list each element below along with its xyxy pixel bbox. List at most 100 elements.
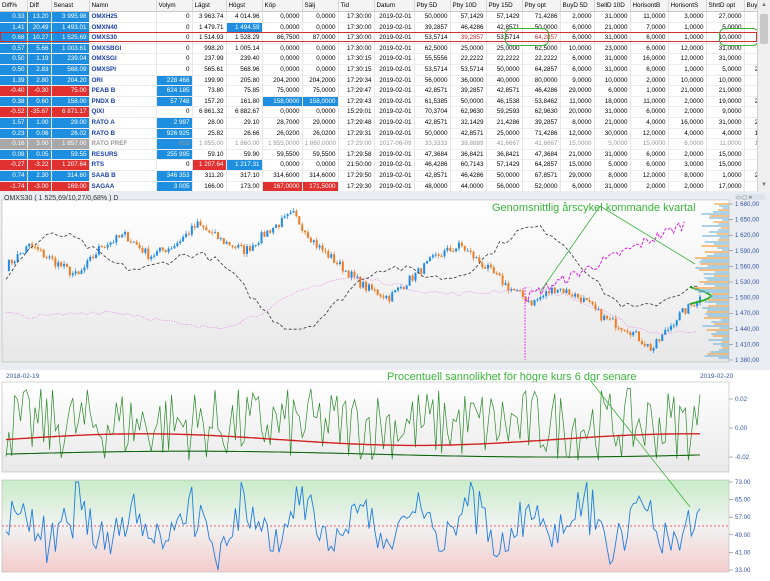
- table-row[interactable]: 0.57 5.66 1 003.61 OMXSBGI 0 998.20 1 005.14 0,…: [0, 43, 770, 55]
- table-cell: 0.50: [0, 64, 28, 76]
- window-controls-icon[interactable]: ▭ ▢ ✕: [736, 195, 752, 201]
- table-row[interactable]: 0.74 2.30 314.60 SAAB B 346 353 311.20 317.10 3…: [0, 170, 770, 182]
- table-row[interactable]: 0.08 0.05 59.55 RESURS 255 995 59.10 59.90 59,5…: [0, 149, 770, 161]
- table-cell: 0,0000: [302, 64, 339, 76]
- table-row[interactable]: 1.41 20.49 1 493.01 OMXN40 0 1 479.71 1 494.59…: [0, 22, 770, 34]
- candle: [492, 267, 495, 274]
- column-header[interactable]: HorisontB: [630, 0, 669, 12]
- column-header[interactable]: Tid: [338, 0, 375, 12]
- table-cell: 17:30:00: [338, 11, 375, 23]
- candle: [504, 283, 507, 285]
- table-cell: 1,0000: [668, 22, 707, 34]
- table-cell: 21,0000: [668, 85, 707, 97]
- table-cell: 16,0000: [668, 117, 707, 129]
- candle: [222, 238, 225, 244]
- tick-label: 65.00: [735, 497, 751, 504]
- scroll-down-icon[interactable]: ▼: [761, 182, 767, 188]
- table-cell: 22,2222: [450, 53, 487, 65]
- column-header[interactable]: Högst: [226, 0, 263, 12]
- table-row[interactable]: -0.40 -0.30 75.00 PEAB B 624 185 73.80 75.85 75…: [0, 85, 770, 97]
- table-scrollbar[interactable]: ▲ ▼: [757, 0, 770, 192]
- column-header[interactable]: Sälj: [302, 0, 339, 12]
- table-cell: 42,8571: [486, 85, 523, 97]
- table-row[interactable]: 0.23 0.06 26.02 RATO B 926 925 25.82 26.66 26,0…: [0, 128, 770, 140]
- candle: [150, 256, 153, 260]
- table-row[interactable]: 0.33 13.20 3 995.98 OMXH25 0 3 963.74 4 014.96…: [0, 11, 770, 23]
- table-cell: 12,0000: [560, 128, 595, 140]
- table-row[interactable]: -1.74 -3.00 169.00 SAGAA 3 005 166.00 173.00 16…: [0, 181, 770, 192]
- candle: [379, 294, 382, 297]
- candle: [77, 271, 80, 274]
- table-row[interactable]: 0.50 2.83 568.09 OMXSPI 0 565.61 568.96 0,0000 0…: [0, 64, 770, 76]
- candle: [228, 241, 231, 246]
- table-row[interactable]: -0.52 -35.67 6 871.17 QIXI 0 6 861.32 6 882.67…: [0, 106, 770, 118]
- column-header[interactable]: ShrtD opt: [706, 0, 745, 12]
- candle: [185, 233, 188, 237]
- table-row[interactable]: 0.16 3.00 1 857.00 RATO PREF 853 1 855.00 1 86…: [0, 138, 770, 150]
- column-header[interactable]: BuyD 5D: [560, 0, 595, 12]
- column-header[interactable]: Pby 10D: [450, 0, 487, 12]
- table-cell: 0,0000: [302, 22, 339, 34]
- candle: [74, 271, 77, 274]
- table-cell: 17:29:47: [338, 85, 375, 97]
- table-row[interactable]: -0.27 -3.22 1 207.64 RTS 0 1 207.64 1 217.31 0,…: [0, 159, 770, 171]
- scroll-up-icon[interactable]: ▲: [761, 2, 767, 8]
- column-header[interactable]: Senast: [51, 0, 90, 12]
- column-header[interactable]: Köp: [262, 0, 303, 12]
- column-header[interactable]: Lägst: [192, 0, 227, 12]
- candle: [54, 258, 57, 267]
- candle: [315, 240, 318, 248]
- candle: [539, 297, 542, 300]
- candle: [466, 250, 469, 252]
- candle: [254, 244, 257, 246]
- table-cell: 0: [156, 53, 193, 65]
- tick-label: 1 560,00: [735, 263, 760, 270]
- table-cell: 10,0000: [706, 75, 745, 87]
- column-header[interactable]: Diff: [27, 0, 52, 12]
- column-header[interactable]: SellD 10D: [594, 0, 631, 12]
- candle: [443, 250, 446, 257]
- panel-controls[interactable]: [735, 194, 765, 200]
- table-cell: 36,0000: [450, 75, 487, 87]
- table-cell: 158,0000: [262, 96, 303, 108]
- column-header[interactable]: Datum: [374, 0, 415, 12]
- table-cell: 30,0000: [594, 128, 631, 140]
- tick-label: 1 590,00: [735, 248, 760, 255]
- table-cell: 21,0000: [560, 149, 595, 161]
- price-series: [5, 203, 729, 360]
- table-cell: 2 997: [156, 117, 193, 129]
- table-cell: 169.00: [51, 181, 90, 192]
- candle: [565, 289, 568, 294]
- table-cell: 80,0000: [522, 75, 561, 87]
- table-cell: 21,4286: [486, 117, 523, 129]
- table-cell: 59.90: [226, 149, 263, 161]
- column-header[interactable]: HorisontS: [668, 0, 707, 12]
- column-header[interactable]: Pby opt: [522, 0, 561, 12]
- scroll-thumb[interactable]: [760, 14, 768, 44]
- tick-label: 1 680,00: [735, 201, 760, 208]
- table-row[interactable]: 0.38 0.60 158.00 PNDX B 57 748 157.20 161.80 15…: [0, 96, 770, 108]
- column-header[interactable]: Pby 15D: [486, 0, 523, 12]
- candle: [582, 298, 585, 303]
- candle: [231, 245, 234, 247]
- table-cell: 205.80: [226, 75, 263, 87]
- table-cell: 62,9630: [522, 106, 561, 118]
- candle: [420, 268, 423, 274]
- column-header[interactable]: Namn: [89, 0, 157, 12]
- table-row[interactable]: 1.39 2.80 204.20 ORI 228 468 199.90 205.80 204,…: [0, 75, 770, 87]
- candle: [640, 341, 643, 345]
- table-cell: 26.66: [226, 128, 263, 140]
- annotation-arrow-1: [599, 205, 696, 265]
- candle: [57, 262, 60, 267]
- column-header[interactable]: Pby 5D: [414, 0, 451, 12]
- table-row[interactable]: 0.68 10.27 1 525.69 OMXS30 0 1 514.93 1 528.29…: [0, 32, 770, 44]
- table-row[interactable]: 0.50 1.19 239.04 OMXSGI 0 237.99 239.40 0,0000 0…: [0, 53, 770, 65]
- candle: [208, 230, 211, 233]
- table-cell: 75,0000: [302, 85, 339, 97]
- column-header[interactable]: Diff%: [0, 0, 28, 12]
- candle: [585, 298, 588, 301]
- column-header[interactable]: Volym: [156, 0, 193, 12]
- table-cell: 16,0000: [630, 53, 669, 65]
- candle: [667, 329, 670, 331]
